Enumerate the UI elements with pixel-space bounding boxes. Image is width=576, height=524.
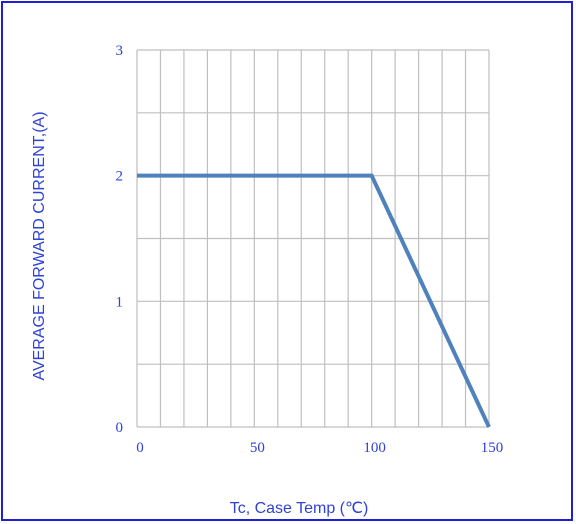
y-tick-label: 2	[116, 169, 124, 185]
x-tick-label: 150	[481, 440, 504, 456]
x-axis-title: Tc, Case Temp (℃)	[230, 500, 369, 517]
x-tick-label: 100	[363, 440, 386, 456]
y-tick-label: 1	[116, 294, 124, 310]
y-tick-label: 3	[116, 43, 124, 59]
x-tick-label: 50	[250, 440, 265, 456]
series-line	[137, 173, 491, 428]
y-tick-label: 0	[116, 420, 124, 436]
x-tick-label: 0	[136, 440, 144, 456]
grid	[136, 49, 490, 428]
tick-labels: 0 50 100 150 0 1 2 3	[116, 43, 504, 456]
y-axis-title: AVERAGE FORWARD CURRENT,(A)	[31, 111, 48, 380]
series-layer	[137, 173, 491, 428]
